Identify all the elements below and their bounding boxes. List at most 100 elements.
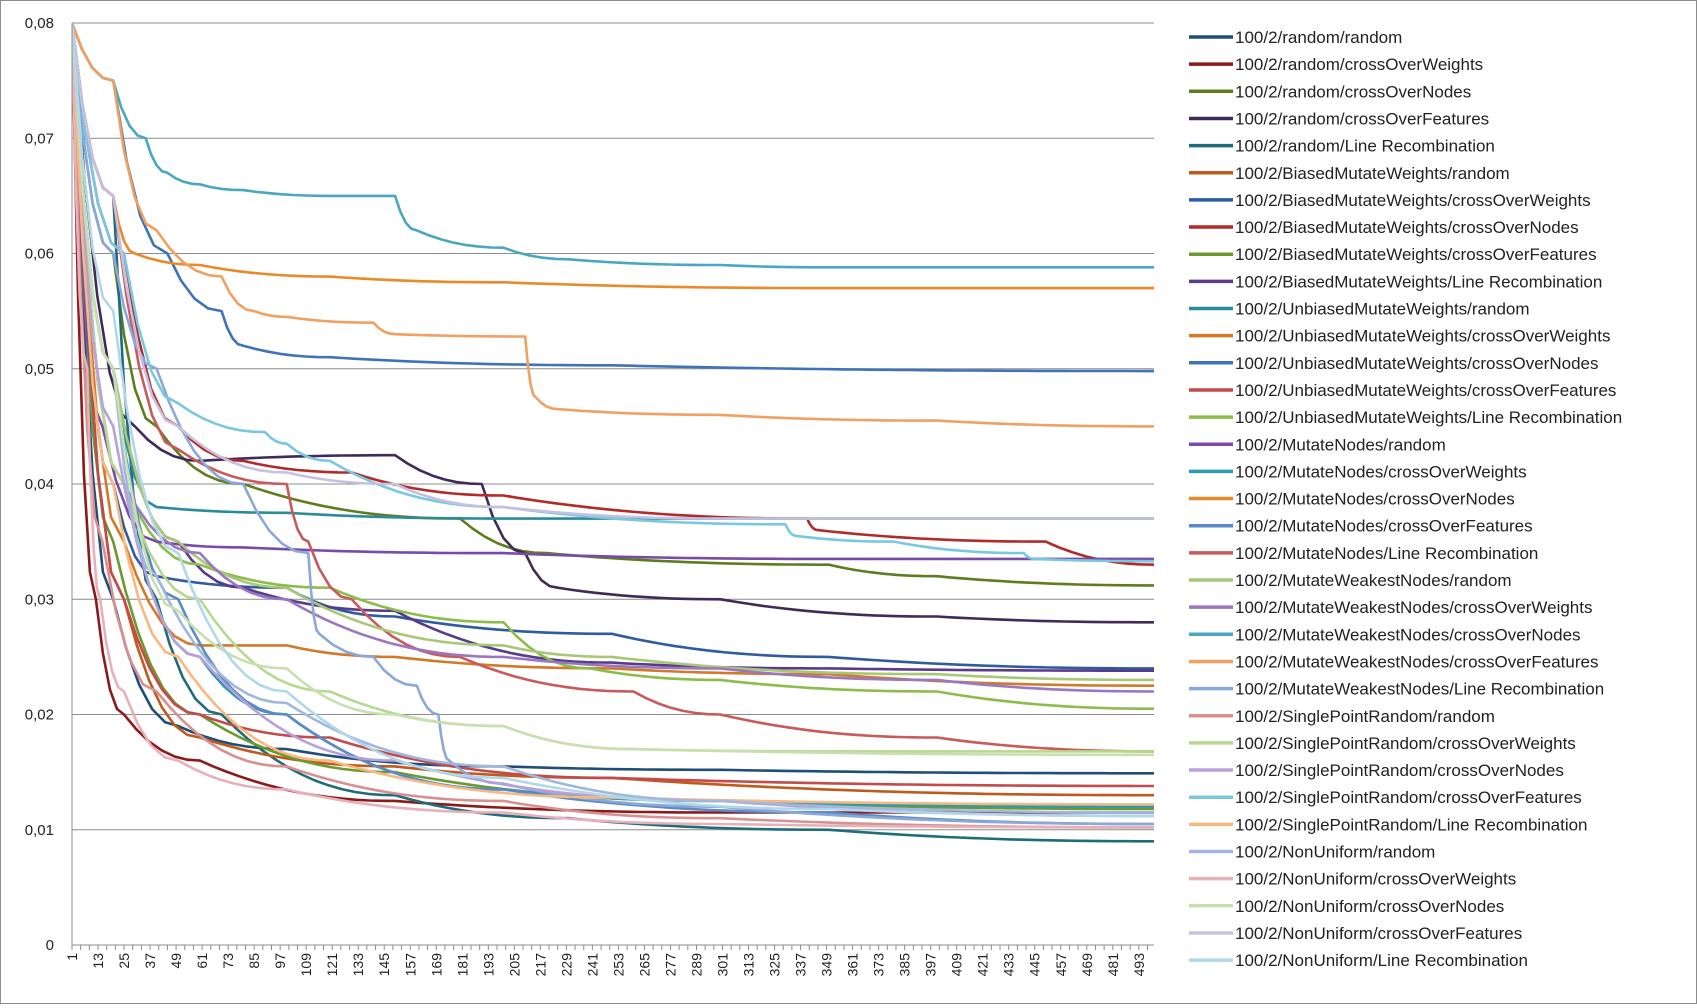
legend-item: 100/2/random/random bbox=[1189, 28, 1402, 47]
legend-item: 100/2/MutateWeakestNodes/crossOverWeight… bbox=[1189, 598, 1592, 617]
legend-label: 100/2/random/crossOverNodes bbox=[1235, 82, 1471, 101]
legend-item: 100/2/MutateWeakestNodes/crossOverFeatur… bbox=[1189, 652, 1598, 671]
legend-item: 100/2/UnbiasedMutateWeights/Line Recombi… bbox=[1189, 408, 1622, 427]
x-tick-label: 253 bbox=[610, 953, 626, 977]
x-tick-label: 349 bbox=[819, 953, 835, 977]
series-line bbox=[72, 23, 1154, 806]
x-tick-label: 265 bbox=[636, 953, 652, 977]
legend-item: 100/2/MutateNodes/crossOverFeatures bbox=[1189, 517, 1533, 536]
legend-label: 100/2/SinglePointRandom/crossOverWeights bbox=[1235, 734, 1576, 753]
legend-item: 100/2/MutateWeakestNodes/Line Recombinat… bbox=[1189, 680, 1604, 699]
legend-item: 100/2/SinglePointRandom/crossOverWeights bbox=[1189, 734, 1576, 753]
legend-label: 100/2/SinglePointRandom/crossOverFeature… bbox=[1235, 788, 1582, 807]
x-tick-label: 433 bbox=[1001, 953, 1017, 977]
y-tick-label: 0 bbox=[46, 937, 54, 954]
x-tick-label: 25 bbox=[116, 953, 132, 969]
legend-item: 100/2/BiasedMutateWeights/crossOverWeigh… bbox=[1189, 191, 1591, 210]
legend-label: 100/2/SinglePointRandom/crossOverNodes bbox=[1235, 761, 1564, 780]
legend-label: 100/2/MutateNodes/crossOverNodes bbox=[1235, 490, 1515, 509]
series-line bbox=[72, 23, 1154, 710]
legend-label: 100/2/NonUniform/random bbox=[1235, 843, 1435, 862]
legend-label: 100/2/NonUniform/crossOverWeights bbox=[1235, 870, 1516, 889]
series-line bbox=[72, 23, 1154, 775]
legend-label: 100/2/random/random bbox=[1235, 28, 1402, 47]
legend-label: 100/2/UnbiasedMutateWeights/crossOverFea… bbox=[1235, 381, 1616, 400]
series-line bbox=[72, 23, 1154, 753]
x-tick-label: 397 bbox=[923, 953, 939, 977]
series-line bbox=[72, 23, 1154, 753]
x-tick-label: 241 bbox=[584, 953, 600, 977]
legend-item: 100/2/UnbiasedMutateWeights/crossOverWei… bbox=[1189, 327, 1610, 346]
series-line bbox=[72, 23, 1154, 757]
x-tick-label: 133 bbox=[350, 953, 366, 977]
legend-item: 100/2/BiasedMutateWeights/random bbox=[1189, 164, 1510, 183]
y-tick-label: 0,05 bbox=[25, 361, 54, 378]
legend-item: 100/2/NonUniform/crossOverNodes bbox=[1189, 897, 1504, 916]
x-tick-label: 49 bbox=[168, 953, 184, 969]
legend-item: 100/2/random/Line Recombination bbox=[1189, 137, 1495, 156]
legend-item: 100/2/SinglePointRandom/Line Recombinati… bbox=[1189, 815, 1588, 834]
x-tick-label: 313 bbox=[741, 953, 757, 977]
x-tick-label: 109 bbox=[298, 953, 314, 977]
legend-label: 100/2/UnbiasedMutateWeights/random bbox=[1235, 300, 1530, 319]
series-line bbox=[72, 23, 1154, 624]
x-tick-label: 229 bbox=[558, 953, 574, 977]
series-line bbox=[72, 23, 1154, 520]
legend-item: 100/2/UnbiasedMutateWeights/crossOverFea… bbox=[1189, 381, 1616, 400]
legend-item: 100/2/BiasedMutateWeights/crossOverFeatu… bbox=[1189, 245, 1597, 264]
legend: 100/2/random/random 100/2/random/crossOve… bbox=[1189, 28, 1622, 970]
legend-label: 100/2/random/crossOverWeights bbox=[1235, 55, 1483, 74]
x-tick-label: 1 bbox=[64, 953, 80, 961]
x-tick-label: 85 bbox=[246, 953, 262, 969]
series-line bbox=[72, 23, 1154, 672]
x-tick-label: 361 bbox=[845, 953, 861, 977]
legend-label: 100/2/BiasedMutateWeights/crossOverFeatu… bbox=[1235, 245, 1597, 264]
legend-label: 100/2/SinglePointRandom/random bbox=[1235, 707, 1495, 726]
legend-label: 100/2/NonUniform/crossOverFeatures bbox=[1235, 924, 1522, 943]
y-tick-label: 0,07 bbox=[25, 130, 54, 147]
x-tick-label: 481 bbox=[1105, 953, 1121, 977]
legend-label: 100/2/MutateNodes/random bbox=[1235, 435, 1446, 454]
x-tick-label: 385 bbox=[897, 953, 913, 977]
legend-label: 100/2/BiasedMutateWeights/random bbox=[1235, 164, 1510, 183]
x-tick-label: 469 bbox=[1079, 953, 1095, 977]
legend-item: 100/2/NonUniform/crossOverWeights bbox=[1189, 870, 1516, 889]
legend-item: 100/2/BiasedMutateWeights/crossOverNodes bbox=[1189, 218, 1579, 237]
series-line bbox=[72, 23, 1154, 563]
legend-label: 100/2/MutateWeakestNodes/Line Recombinat… bbox=[1235, 680, 1604, 699]
x-tick-label: 217 bbox=[532, 953, 548, 977]
legend-item: 100/2/SinglePointRandom/crossOverNodes bbox=[1189, 761, 1564, 780]
x-tick-label: 337 bbox=[793, 953, 809, 977]
legend-label: 100/2/BiasedMutateWeights/Line Recombina… bbox=[1235, 272, 1602, 291]
y-tick-label: 0,04 bbox=[25, 476, 54, 493]
y-tick-label: 0,02 bbox=[25, 707, 54, 724]
legend-item: 100/2/random/crossOverFeatures bbox=[1189, 109, 1489, 128]
series-line bbox=[72, 23, 1154, 818]
x-tick-label: 421 bbox=[975, 953, 991, 977]
legend-label: 100/2/MutateNodes/crossOverWeights bbox=[1235, 462, 1527, 481]
series-lines bbox=[72, 23, 1154, 843]
legend-label: 100/2/MutateNodes/crossOverFeatures bbox=[1235, 517, 1533, 536]
series-line bbox=[72, 23, 1154, 670]
x-tick-label: 325 bbox=[767, 953, 783, 977]
legend-label: 100/2/BiasedMutateWeights/crossOverWeigh… bbox=[1235, 191, 1591, 210]
x-tick-label: 121 bbox=[324, 953, 340, 977]
legend-label: 100/2/UnbiasedMutateWeights/crossOverNod… bbox=[1235, 354, 1598, 373]
legend-label: 100/2/random/crossOverFeatures bbox=[1235, 109, 1489, 128]
series-line bbox=[72, 23, 1154, 843]
legend-item: 100/2/NonUniform/random bbox=[1189, 843, 1435, 862]
series-line bbox=[72, 23, 1154, 829]
gridlines bbox=[72, 22, 1154, 831]
legend-label: 100/2/UnbiasedMutateWeights/crossOverWei… bbox=[1235, 327, 1610, 346]
x-tick-label: 205 bbox=[506, 953, 522, 977]
x-tick-label: 493 bbox=[1131, 953, 1147, 977]
y-axis-ticks: 0 0,01 0,02 0,03 0,04 0,05 0,06 0,07 0,08 bbox=[25, 15, 54, 954]
x-tick-label: 145 bbox=[376, 953, 392, 977]
x-tick-label: 409 bbox=[949, 953, 965, 977]
x-tick-label: 181 bbox=[454, 953, 470, 977]
x-tick-label: 277 bbox=[662, 953, 678, 977]
legend-item: 100/2/NonUniform/crossOverFeatures bbox=[1189, 924, 1522, 943]
legend-item: 100/2/UnbiasedMutateWeights/crossOverNod… bbox=[1189, 354, 1598, 373]
series-line bbox=[72, 23, 1154, 587]
